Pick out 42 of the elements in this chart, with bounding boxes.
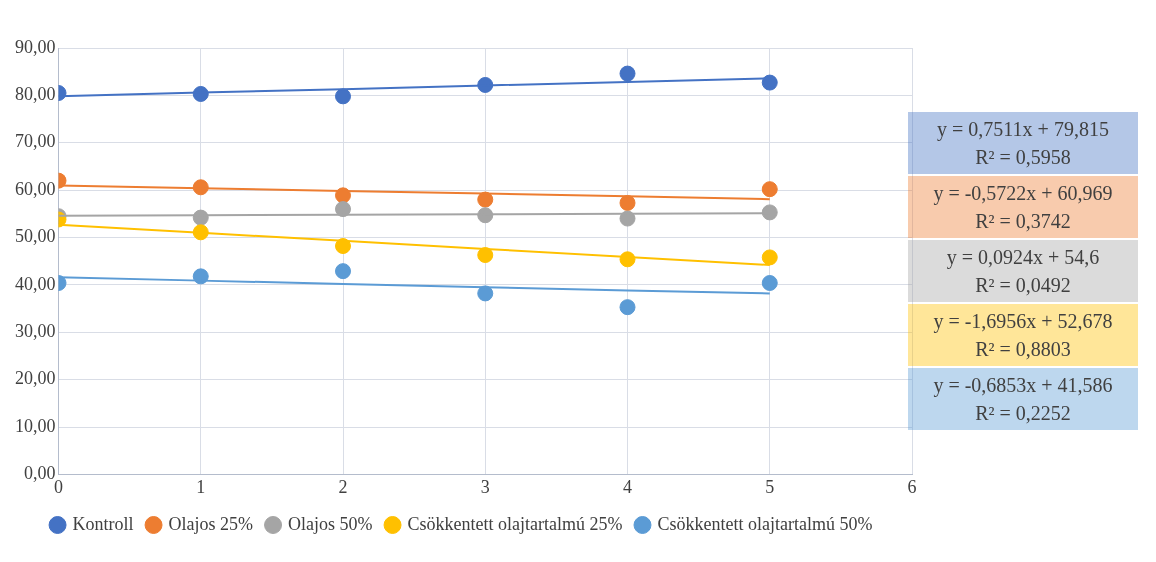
y-tick-label: 20,00 <box>15 368 56 389</box>
y-tick-label: 10,00 <box>15 415 56 436</box>
legend-label: Olajos 50% <box>288 513 373 534</box>
point <box>335 263 351 280</box>
point <box>761 204 778 221</box>
point <box>335 88 351 105</box>
point <box>761 74 778 91</box>
x-tick-label: 5 <box>765 476 775 497</box>
point <box>477 247 494 264</box>
point <box>619 65 636 82</box>
legend-label: Csökkentett olajtartalmú 25% <box>407 513 623 534</box>
point <box>761 181 778 198</box>
point <box>619 194 636 211</box>
x-tick-label: 3 <box>480 476 490 497</box>
x-tick-label: 6 <box>907 476 917 497</box>
x-tick-label: 0 <box>54 476 63 497</box>
legend-label: Kontroll <box>72 513 134 534</box>
equation-box: y = -1,6956x + 52,678 R² = 0,8803 <box>908 304 1138 366</box>
x-tick-label: 2 <box>338 476 348 497</box>
point <box>335 238 351 255</box>
point <box>761 274 778 291</box>
equation-box: y = -0,5722x + 60,969 R² = 0,3742 <box>908 176 1138 238</box>
x-tick-label: 1 <box>196 476 206 497</box>
y-tick-label: 80,00 <box>15 84 56 105</box>
point <box>477 285 494 302</box>
point <box>761 249 778 266</box>
legend-label: Csökkentett olajtartalmú 50% <box>657 513 873 534</box>
point <box>335 201 351 218</box>
y-tick-label: 90,00 <box>15 36 56 57</box>
point <box>619 299 636 316</box>
equation-box: y = -0,6853x + 41,586 R² = 0,2252 <box>908 368 1138 430</box>
x-tick-label: 4 <box>623 476 632 497</box>
legend-label: Olajos 25% <box>168 513 254 534</box>
y-tick-label: 40,00 <box>15 273 56 294</box>
y-tick-label: 50,00 <box>15 226 56 247</box>
point <box>477 191 494 208</box>
y-tick-label: 60,00 <box>15 178 56 199</box>
equation-box: y = 0,7511x + 79,815 R² = 0,5958 <box>908 112 1138 174</box>
y-tick-label: 0,00 <box>24 463 56 484</box>
y-tick-label: 70,00 <box>15 131 56 152</box>
equation-box: y = 0,0924x + 54,6 R² = 0,0492 <box>908 240 1138 302</box>
y-tick-label: 30,00 <box>15 321 56 341</box>
